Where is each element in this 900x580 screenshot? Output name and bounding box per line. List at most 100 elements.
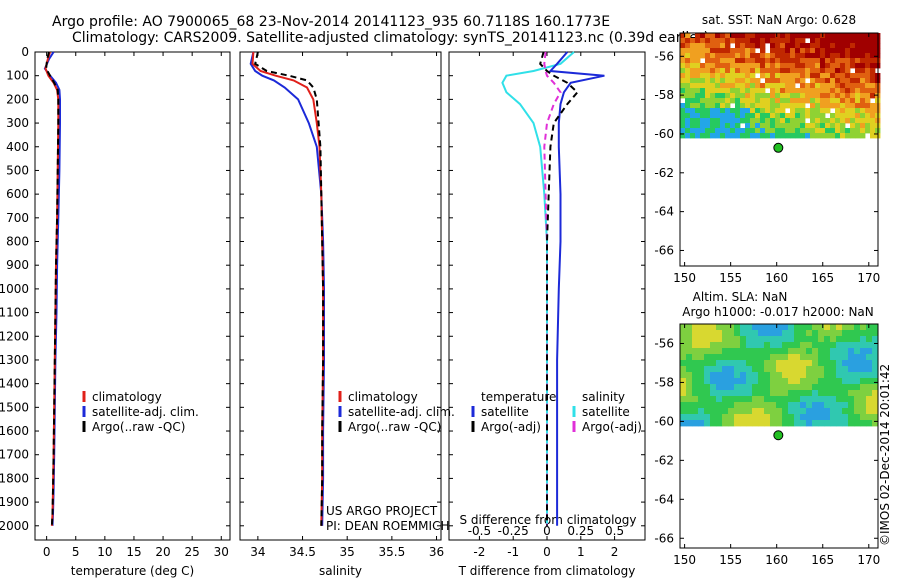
heatmap-cell — [850, 128, 856, 134]
heatmap-cell — [860, 360, 867, 367]
heatmap-cell — [735, 128, 741, 134]
heatmap-cell — [825, 83, 831, 89]
heatmap-cell — [750, 118, 756, 124]
heatmap-cell — [740, 48, 746, 54]
heatmap-cell — [820, 98, 826, 104]
heatmap-cell — [866, 384, 873, 391]
heatmap-cell — [836, 408, 843, 415]
heatmap-cell — [770, 48, 776, 54]
heatmap-cell — [690, 58, 696, 64]
heatmap-cell — [692, 390, 699, 397]
heatmap-cell — [872, 384, 879, 391]
heatmap-cell — [805, 133, 811, 139]
x-tick-label: -1 — [507, 545, 519, 559]
heatmap-cell — [820, 78, 826, 84]
heatmap-cell — [734, 408, 741, 415]
heatmap-cell — [870, 83, 876, 89]
heatmap-cell — [795, 33, 801, 39]
heatmap-cell — [848, 396, 855, 403]
heatmap-cell — [760, 93, 766, 99]
heatmap-cell — [818, 390, 825, 397]
heatmap-cell — [686, 366, 693, 373]
heatmap-cell — [818, 324, 825, 331]
heatmap-cell — [860, 342, 867, 349]
heatmap-cell — [725, 48, 731, 54]
heatmap-cell — [716, 396, 723, 403]
heatmap-cell — [782, 348, 789, 355]
heatmap-cell — [770, 73, 776, 79]
heatmap-cell — [686, 414, 693, 421]
heatmap-cell — [752, 324, 759, 331]
heatmap-cell — [824, 342, 831, 349]
heatmap-cell — [690, 43, 696, 49]
heatmap-cell — [820, 83, 826, 89]
heatmap-cell — [710, 53, 716, 59]
heatmap-cell — [710, 396, 717, 403]
x-tick-label: -2 — [473, 545, 485, 559]
heatmap-cell — [866, 360, 873, 367]
heatmap-cell — [765, 68, 771, 74]
heatmap-cell — [705, 58, 711, 64]
heatmap-cell — [735, 33, 741, 39]
heatmap-cell — [800, 366, 807, 373]
heatmap-cell — [685, 128, 691, 134]
heatmap-cell — [745, 78, 751, 84]
heatmap-cell — [848, 408, 855, 415]
heatmap-cell — [854, 324, 861, 331]
heatmap-cell — [830, 390, 837, 397]
heatmap-cell — [815, 63, 821, 69]
heatmap-cell — [835, 103, 841, 109]
heatmap-cell — [872, 378, 879, 385]
heatmap-cell — [794, 378, 801, 385]
heatmap-cell — [710, 93, 716, 99]
heatmap-cell — [775, 63, 781, 69]
heatmap-cell — [810, 88, 816, 94]
heatmap-cell — [825, 68, 831, 74]
heatmap-cell — [818, 414, 825, 421]
heatmap-cell — [860, 408, 867, 415]
heatmap-cell — [770, 384, 777, 391]
heatmap-cell — [704, 396, 711, 403]
heatmap-cell — [825, 53, 831, 59]
heatmap-cell — [848, 348, 855, 355]
heatmap-cell — [698, 348, 705, 355]
heatmap-cell — [692, 408, 699, 415]
heatmap-cell — [734, 414, 741, 421]
heatmap-cell — [752, 396, 759, 403]
heatmap-cell — [845, 38, 851, 44]
heatmap-cell — [764, 366, 771, 373]
heatmap-cell — [820, 38, 826, 44]
heatmap-cell — [782, 336, 789, 343]
heatmap-cell — [728, 378, 735, 385]
heatmap-cell — [740, 408, 747, 415]
heatmap-cell — [735, 113, 741, 119]
heatmap-cell — [764, 348, 771, 355]
heatmap-cell — [750, 93, 756, 99]
heatmap-cell — [865, 68, 871, 74]
heatmap-cell — [865, 98, 871, 104]
heatmap-cell — [776, 420, 783, 427]
heatmap-cell — [815, 128, 821, 134]
heatmap-cell — [836, 372, 843, 379]
heatmap-cell — [700, 73, 706, 79]
heatmap-cell — [820, 113, 826, 119]
heatmap-cell — [740, 108, 746, 114]
heatmap-cell — [765, 63, 771, 69]
heatmap-cell — [720, 63, 726, 69]
heatmap-cell — [790, 103, 796, 109]
heatmap-cell — [758, 342, 765, 349]
heatmap-cell — [840, 98, 846, 104]
heatmap-cell — [765, 73, 771, 79]
heatmap-cell — [836, 342, 843, 349]
heatmap-cell — [810, 68, 816, 74]
heatmap-cell — [680, 372, 687, 379]
heatmap-cell — [810, 33, 816, 39]
heatmap-cell — [800, 98, 806, 104]
heatmap-cell — [825, 98, 831, 104]
heatmap-cell — [758, 324, 765, 331]
heatmap-cell — [860, 128, 866, 134]
heatmap-cell — [745, 63, 751, 69]
heatmap-cell — [815, 83, 821, 89]
y-tick-label: 600 — [6, 187, 29, 201]
heatmap-cell — [800, 324, 807, 331]
